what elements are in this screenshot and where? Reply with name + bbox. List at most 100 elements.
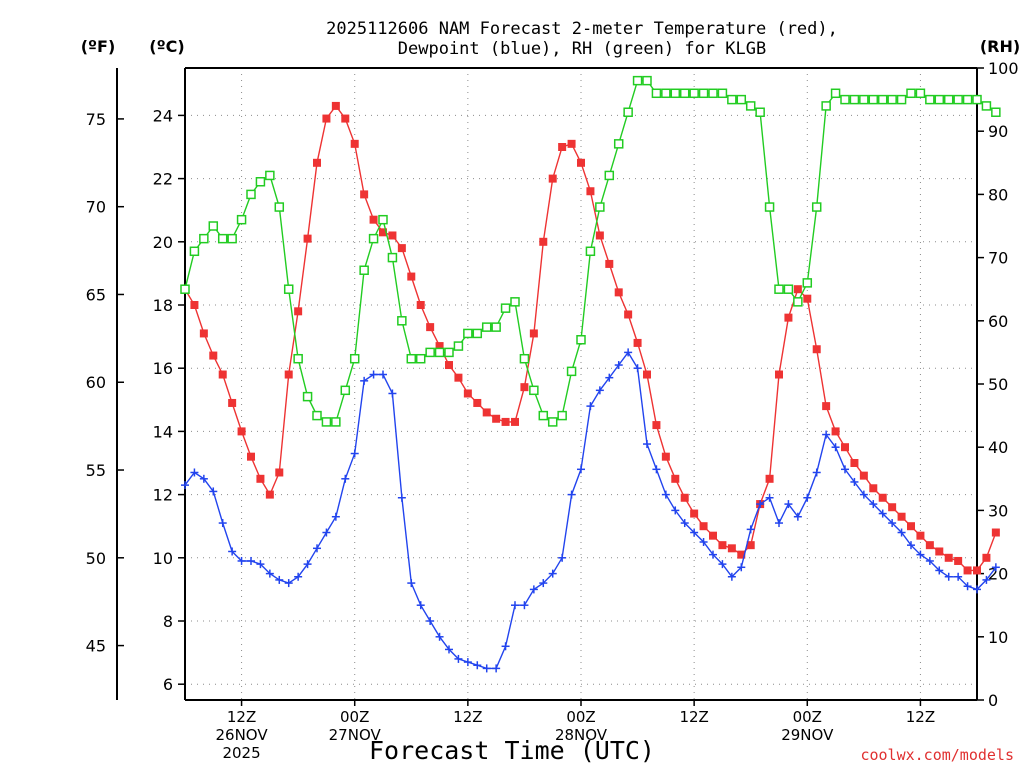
data-point-marker [736,94,747,105]
data-point-marker [566,366,577,377]
fahrenheit-tick-label: 45 [86,637,106,656]
data-point-marker [718,560,727,569]
data-point-marker [519,353,530,364]
data-point-marker [973,585,981,594]
data-point-marker [632,75,643,86]
data-point-marker [841,443,849,452]
data-point-marker [322,528,331,537]
data-point-marker [642,75,652,86]
series-dewpoint [181,348,1000,673]
data-point-marker [784,500,793,509]
data-point-marker [416,601,425,610]
data-point-marker [454,654,463,663]
data-point-marker [613,139,624,149]
data-point-marker [294,307,303,316]
rh-tick-label: 100 [988,59,1019,78]
data-point-marker [360,190,369,199]
data-point-marker [247,452,255,461]
data-point-marker [709,531,717,540]
celsius-tick-label: 6 [163,675,173,694]
data-point-marker [605,259,614,268]
data-point-marker [643,370,651,379]
rh-unit-label: (RH) [980,37,1020,56]
data-point-marker [492,414,501,423]
data-point-marker [463,328,473,339]
data-point-marker [614,361,623,370]
data-point-marker [850,477,859,486]
celsius-tick-label: 18 [153,296,173,315]
data-point-marker [434,347,445,358]
data-point-marker [718,541,727,550]
x-tick-label: 00Z [566,708,595,726]
celsius-tick-label: 16 [153,359,173,378]
data-point-marker [218,370,227,379]
fahrenheit-unit-label: (ºF) [81,37,116,56]
data-point-marker [652,421,661,430]
data-point-marker [256,474,265,483]
data-point-marker [717,88,728,99]
data-point-marker [397,493,406,502]
data-point-marker [500,303,511,313]
series-line [184,104,997,572]
data-point-marker [812,345,821,354]
data-point-marker [228,547,237,556]
data-point-marker [651,88,662,99]
rh-tick-label: 80 [988,185,1008,204]
credit-text: coolwx.com/models [860,746,1014,764]
data-point-marker [237,427,246,436]
data-point-marker [586,187,595,196]
data-point-marker [727,544,736,553]
data-point-marker [586,402,595,411]
data-point-marker [341,114,350,123]
celsius-tick-label: 12 [153,486,173,505]
data-point-marker [784,313,793,322]
data-point-marker [982,575,991,584]
data-point-marker [274,202,285,212]
data-point-marker [991,528,1000,537]
data-point-marker [840,94,850,105]
data-point-marker [577,465,585,474]
data-point-marker [690,528,699,537]
data-point-marker [803,493,812,502]
data-point-marker [679,88,690,99]
data-point-marker [481,322,492,332]
data-point-marker [755,107,765,117]
data-point-marker [925,541,934,550]
data-point-marker [934,94,945,105]
data-point-marker [859,490,868,499]
data-point-marker [557,410,567,421]
data-point-marker [708,88,718,99]
data-point-marker [407,272,416,281]
data-point-marker [972,94,982,105]
data-point-marker [595,202,605,212]
data-point-marker [605,373,614,382]
fahrenheit-tick-label: 60 [86,373,106,392]
data-point-marker [916,550,925,559]
data-point-marker [803,294,812,303]
data-point-marker [896,94,907,105]
data-point-marker [228,398,237,407]
data-point-marker [915,88,926,99]
data-point-marker [888,519,897,528]
data-point-marker [585,246,596,257]
data-point-marker [426,323,435,332]
data-point-marker [765,474,774,483]
x-tick-label: 28NOV [555,726,608,744]
data-point-marker [831,443,840,452]
data-point-marker [302,391,313,402]
data-point-marker [661,452,670,461]
data-point-marker [670,88,681,99]
data-point-marker [746,525,755,534]
data-point-marker [199,329,208,338]
data-point-marker [671,474,680,483]
data-point-marker [925,94,935,105]
data-point-marker [548,569,557,578]
data-point-marker [208,221,219,231]
data-point-marker [237,556,246,565]
fahrenheit-tick-label: 55 [86,461,106,480]
data-point-marker [425,347,435,358]
data-point-marker [604,170,615,181]
x-tick-label: 00Z [340,708,369,726]
data-point-marker [935,547,944,556]
data-point-marker [849,94,860,105]
